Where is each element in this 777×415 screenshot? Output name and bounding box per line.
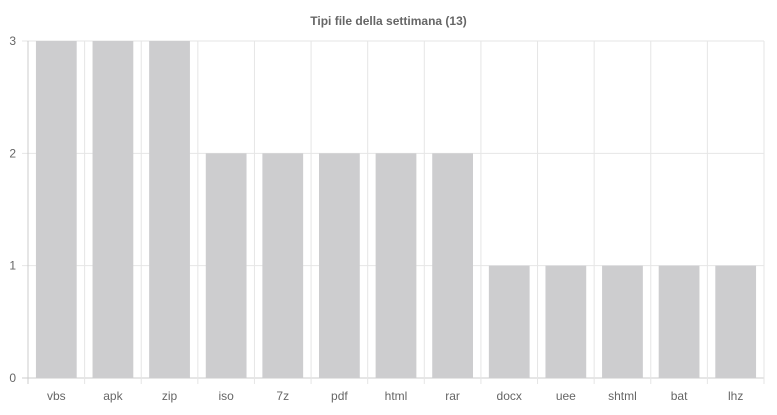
x-tick-label-shtml: shtml (608, 389, 637, 403)
x-tick-label-7z: 7z (276, 389, 289, 403)
bar-apk (92, 41, 134, 378)
bar-html (375, 153, 417, 378)
bar-iso (205, 153, 247, 378)
x-tick-label-vbs: vbs (47, 389, 66, 403)
bar-shtml (602, 265, 643, 378)
bar-uee (545, 265, 587, 378)
bar-pdf (319, 153, 360, 378)
y-tick-label: 0 (9, 371, 16, 385)
y-tick-label: 3 (9, 34, 16, 48)
bar-zip (149, 41, 190, 378)
x-tick-label-zip: zip (162, 389, 178, 403)
x-tick-label-pdf: pdf (331, 389, 348, 403)
bars (35, 41, 757, 378)
chart-title: Tipi file della settimana (13) (310, 14, 467, 28)
x-tick-label-iso: iso (218, 389, 234, 403)
axes: 0 1 2 3 vbs apk zip iso 7z pdf html rar docx uee shtml… (9, 34, 743, 403)
bar-7z (262, 153, 304, 378)
grid (22, 40, 765, 384)
x-tick-label-html: html (385, 389, 408, 403)
x-tick-label-apk: apk (103, 389, 123, 403)
bar-bat (658, 265, 700, 378)
bar-docx (488, 265, 530, 378)
x-tick-label-docx: docx (497, 389, 522, 403)
x-tick-label-bat: bat (671, 389, 688, 403)
bar-vbs (35, 41, 77, 378)
x-tick-label-rar: rar (445, 389, 460, 403)
x-tick-label-lhz: lhz (728, 389, 743, 403)
x-tick-label-uee: uee (556, 389, 576, 403)
bar-lhz (715, 265, 757, 378)
y-tick-label: 2 (9, 146, 16, 160)
bar-rar (432, 153, 473, 378)
y-tick-label: 1 (9, 259, 16, 273)
